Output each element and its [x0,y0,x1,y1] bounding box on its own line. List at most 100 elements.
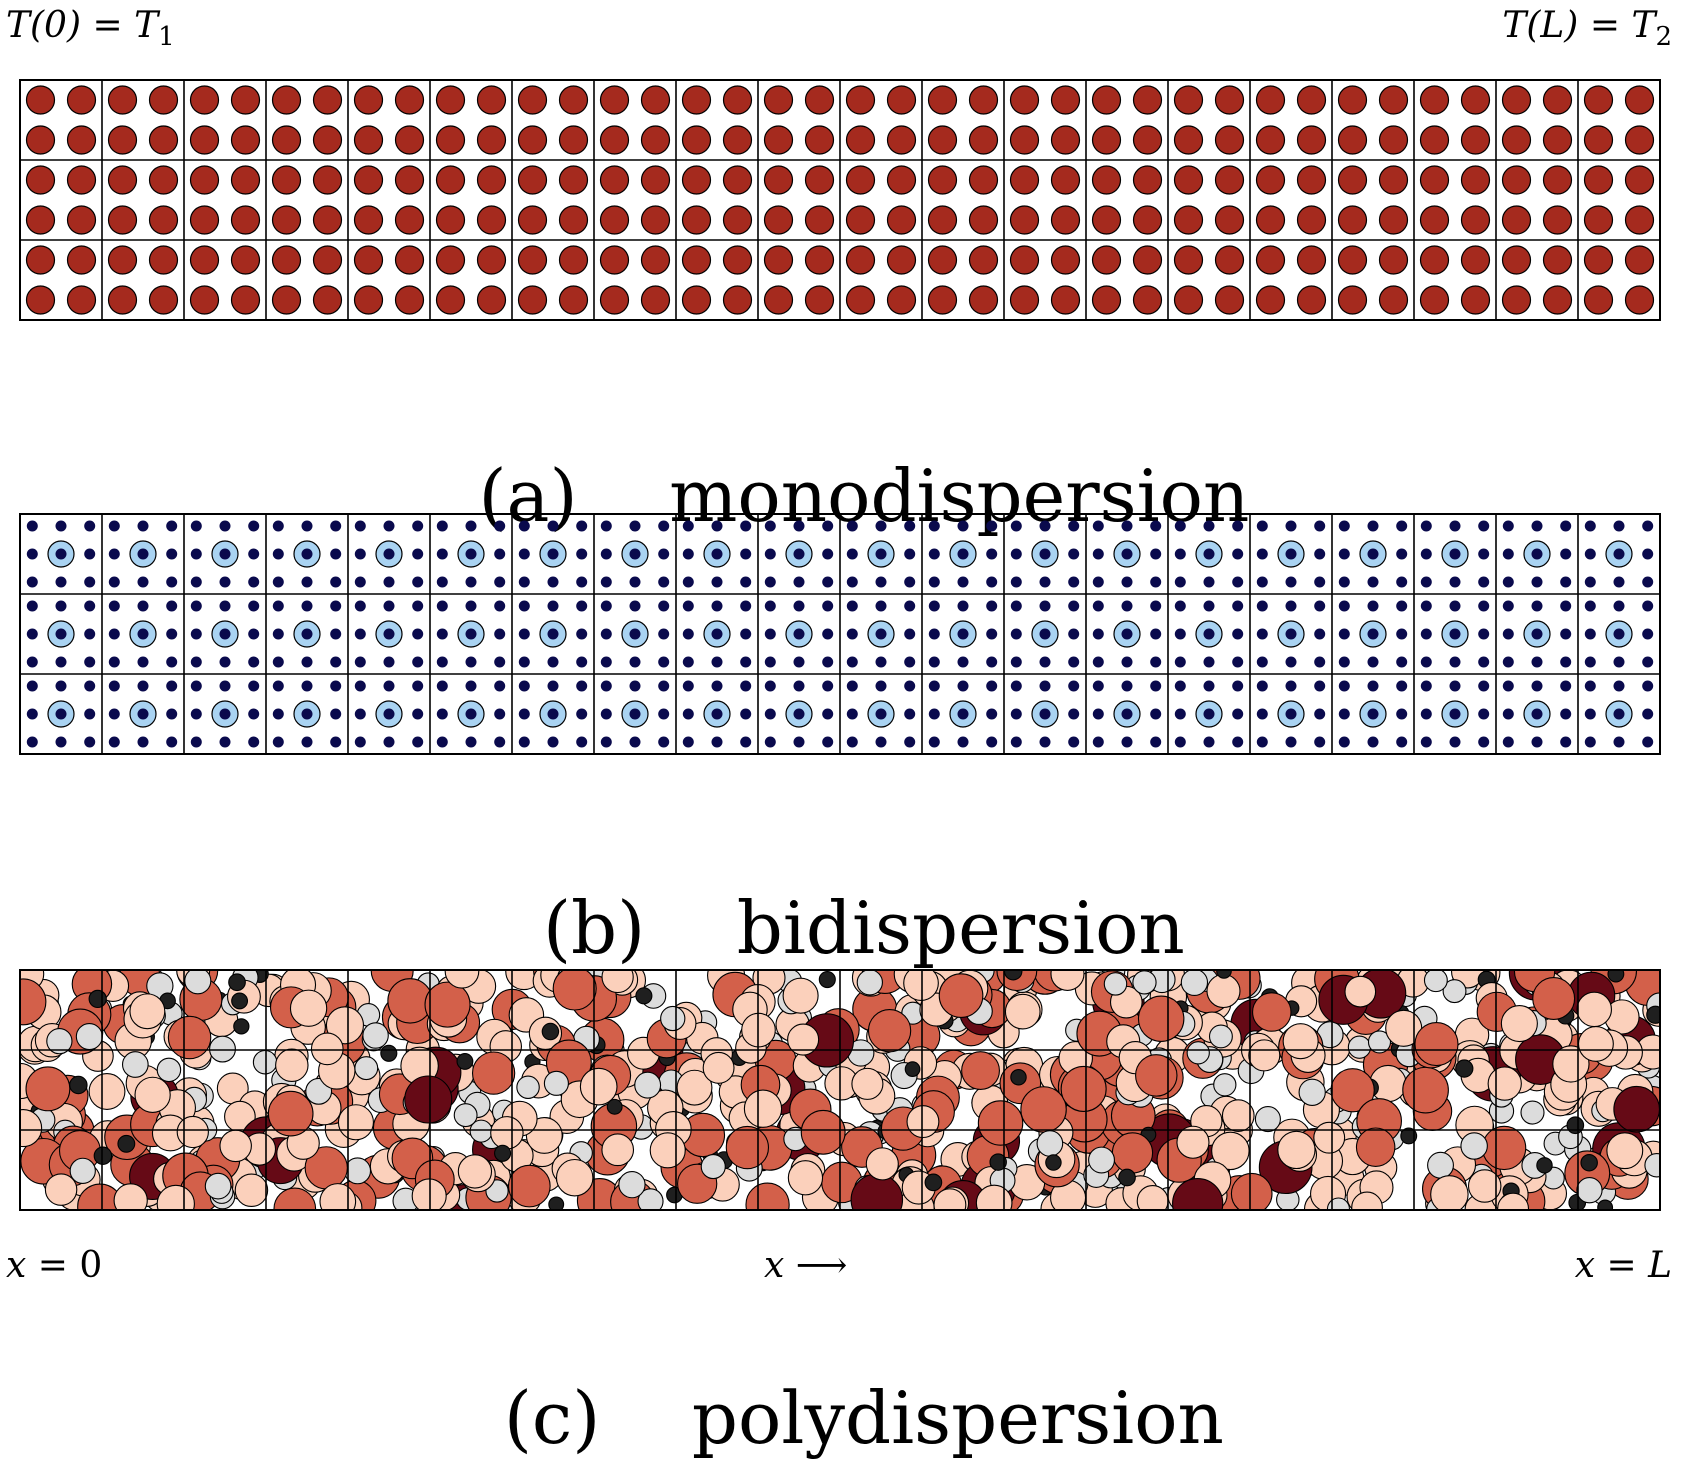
small-particle [711,656,723,668]
small-particle [1121,520,1133,532]
small-particle [904,548,916,560]
mono-particle [845,125,876,155]
mono-particle [517,125,548,155]
poly-particle [1088,1146,1115,1174]
small-particle [1338,656,1350,668]
large-particle-core [465,708,477,720]
mono-particle [435,85,466,115]
small-particle [108,548,120,560]
small-particle [576,656,588,668]
mono-particle [1296,85,1327,115]
small-particle [465,600,477,612]
poly-particle [1580,1153,1598,1172]
small-particle [904,576,916,588]
small-particle [1478,628,1490,640]
small-particle [494,520,506,532]
mono-particle [1460,165,1491,195]
mono-particle [968,125,999,155]
large-particle-core [465,548,477,560]
poly-particle [1576,1177,1603,1204]
large-particle-core [957,628,969,640]
small-particle [629,600,641,612]
small-particle [658,520,670,532]
poly-particle [494,1144,512,1162]
mono-particle [1050,125,1081,155]
small-particle [822,576,834,588]
small-particle [1039,656,1051,668]
mono-particle [1583,285,1614,315]
mono-particle [763,245,794,275]
small-particle [108,576,120,588]
small-particle [1502,628,1514,640]
small-particle [740,656,752,668]
mono-particle [148,285,179,315]
small-particle [26,680,38,692]
mono-particle [230,165,261,195]
large-particle-core [301,628,313,640]
small-particle [1150,656,1162,668]
mono-particle [271,205,302,235]
poly-particle [745,1182,790,1210]
small-particle [26,600,38,612]
mono-particle [1050,205,1081,235]
mono-particle [107,125,138,155]
mono-particle [1091,125,1122,155]
mono-particle [25,85,56,115]
small-particle [1502,708,1514,720]
small-particle [272,628,284,640]
small-particle [1039,680,1051,692]
poly-particle [989,1153,1007,1171]
mono-particle [1255,165,1286,195]
poly-particle [787,1160,824,1196]
mono-particle [599,165,630,195]
mono-particle [1542,125,1573,155]
small-particle [1367,576,1379,588]
poly-particle [1351,1191,1383,1210]
small-particle [1174,708,1186,720]
mono-particle [25,285,56,315]
small-particle [1642,520,1654,532]
small-particle [576,736,588,748]
small-particle [600,680,612,692]
poly-particle [543,1070,569,1096]
mono-particle [1624,125,1655,155]
small-particle [1478,680,1490,692]
small-particle [576,600,588,612]
large-particle-core [957,548,969,560]
mono-particle [66,245,97,275]
small-particle [330,656,342,668]
small-particle [137,576,149,588]
small-particle [1449,656,1461,668]
mono-particle [722,85,753,115]
mono-particle [1009,165,1040,195]
poly-particle [850,1173,904,1210]
small-particle [26,708,38,720]
small-particle [1232,628,1244,640]
small-particle [986,600,998,612]
small-particle [272,600,284,612]
small-particle [55,656,67,668]
large-particle-core [875,628,887,640]
small-particle [1092,628,1104,640]
poly-particle [46,1028,73,1055]
poly-particle [20,1109,43,1148]
small-particle [1068,680,1080,692]
mono-particle [1337,165,1368,195]
right-boundary-subscript: 2 [1655,22,1672,53]
small-particle [1420,736,1432,748]
small-particle [740,576,752,588]
small-particle [84,708,96,720]
small-particle [576,628,588,640]
mono-particle [271,85,302,115]
mono-particle [599,285,630,315]
small-particle [1478,708,1490,720]
mono-particle [1132,245,1163,275]
mono-particle [927,245,958,275]
large-particle-core [1531,548,1543,560]
large-particle-core [1039,708,1051,720]
large-particle-core [55,628,67,640]
particles [20,970,1660,1210]
axis-direction-label: x ⟶ [764,1248,847,1284]
small-particle [986,656,998,668]
poly-particle [1060,1065,1107,1112]
